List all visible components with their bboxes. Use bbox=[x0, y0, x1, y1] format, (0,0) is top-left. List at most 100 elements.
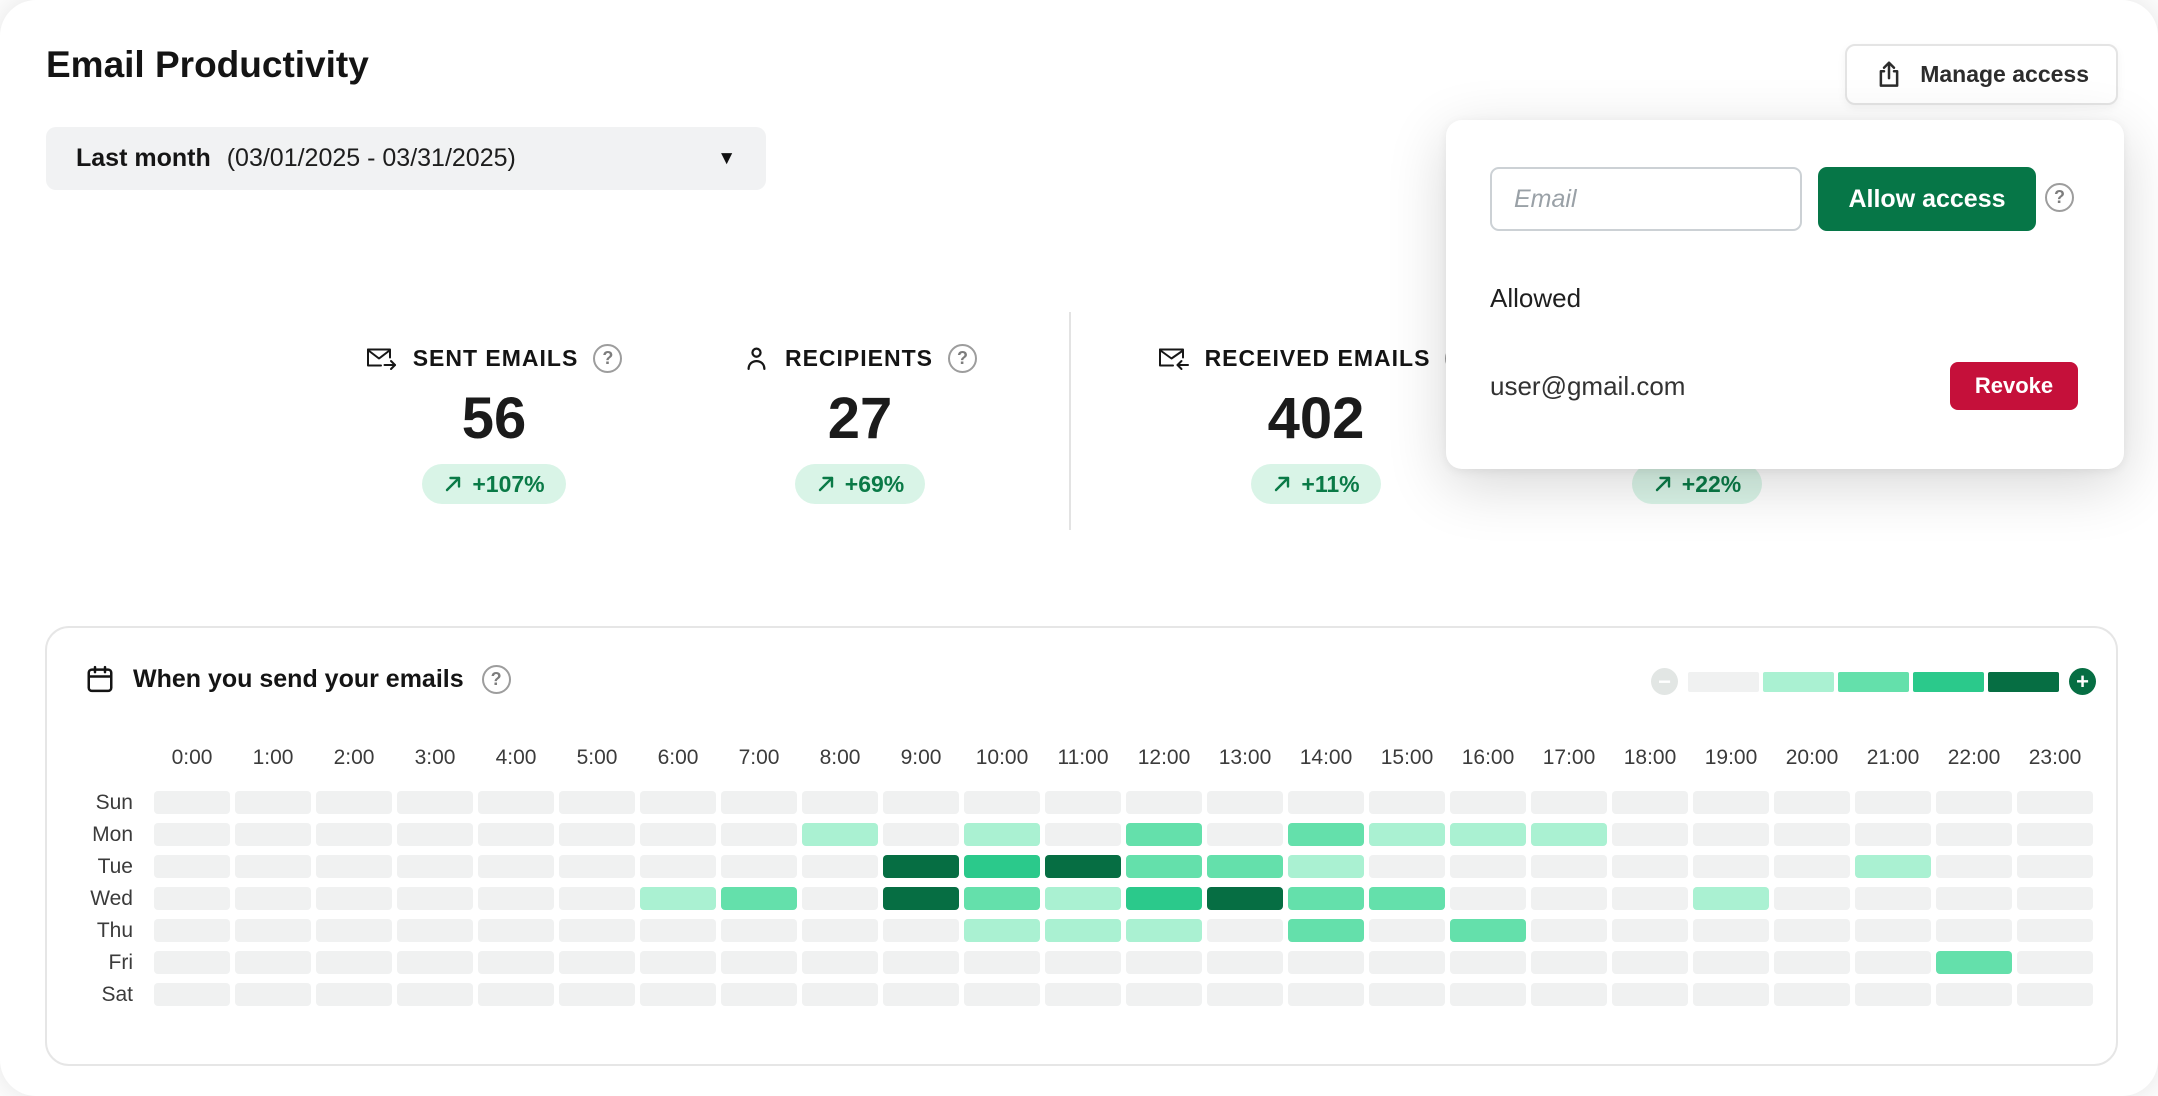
heatmap-cell[interactable] bbox=[640, 887, 716, 910]
heatmap-cell[interactable] bbox=[1369, 791, 1445, 814]
heatmap-cell[interactable] bbox=[802, 951, 878, 974]
heatmap-cell[interactable] bbox=[1126, 983, 1202, 1006]
heatmap-cell[interactable] bbox=[1693, 855, 1769, 878]
help-icon[interactable]: ? bbox=[2045, 183, 2074, 212]
heatmap-cell[interactable] bbox=[640, 791, 716, 814]
heatmap-cell[interactable] bbox=[235, 855, 311, 878]
heatmap-cell[interactable] bbox=[1288, 983, 1364, 1006]
heatmap-cell[interactable] bbox=[1450, 919, 1526, 942]
decrease-intensity-button[interactable]: − bbox=[1651, 668, 1678, 695]
heatmap-cell[interactable] bbox=[1774, 887, 1850, 910]
email-input[interactable] bbox=[1490, 167, 1802, 231]
heatmap-cell[interactable] bbox=[397, 887, 473, 910]
heatmap-cell[interactable] bbox=[2017, 919, 2093, 942]
heatmap-cell[interactable] bbox=[1126, 951, 1202, 974]
heatmap-cell[interactable] bbox=[721, 887, 797, 910]
heatmap-cell[interactable] bbox=[802, 823, 878, 846]
heatmap-cell[interactable] bbox=[1774, 823, 1850, 846]
revoke-button[interactable]: Revoke bbox=[1950, 362, 2078, 410]
heatmap-cell[interactable] bbox=[1207, 983, 1283, 1006]
heatmap-cell[interactable] bbox=[1369, 855, 1445, 878]
heatmap-cell[interactable] bbox=[1045, 791, 1121, 814]
heatmap-cell[interactable] bbox=[640, 983, 716, 1006]
heatmap-cell[interactable] bbox=[1855, 919, 1931, 942]
heatmap-cell[interactable] bbox=[1045, 951, 1121, 974]
heatmap-cell[interactable] bbox=[2017, 951, 2093, 974]
heatmap-cell[interactable] bbox=[478, 855, 554, 878]
heatmap-cell[interactable] bbox=[1045, 855, 1121, 878]
heatmap-cell[interactable] bbox=[1693, 951, 1769, 974]
heatmap-cell[interactable] bbox=[154, 855, 230, 878]
heatmap-cell[interactable] bbox=[1855, 887, 1931, 910]
heatmap-cell[interactable] bbox=[2017, 887, 2093, 910]
heatmap-cell[interactable] bbox=[1531, 823, 1607, 846]
heatmap-cell[interactable] bbox=[1855, 951, 1931, 974]
heatmap-cell[interactable] bbox=[883, 951, 959, 974]
heatmap-cell[interactable] bbox=[1207, 855, 1283, 878]
heatmap-cell[interactable] bbox=[1369, 823, 1445, 846]
heatmap-cell[interactable] bbox=[1531, 983, 1607, 1006]
heatmap-cell[interactable] bbox=[802, 983, 878, 1006]
heatmap-cell[interactable] bbox=[1936, 823, 2012, 846]
heatmap-cell[interactable] bbox=[1450, 983, 1526, 1006]
heatmap-cell[interactable] bbox=[1126, 887, 1202, 910]
heatmap-cell[interactable] bbox=[964, 951, 1040, 974]
heatmap-cell[interactable] bbox=[1288, 951, 1364, 974]
heatmap-cell[interactable] bbox=[154, 983, 230, 1006]
heatmap-cell[interactable] bbox=[1936, 951, 2012, 974]
heatmap-cell[interactable] bbox=[397, 919, 473, 942]
heatmap-cell[interactable] bbox=[1369, 887, 1445, 910]
heatmap-cell[interactable] bbox=[883, 919, 959, 942]
heatmap-cell[interactable] bbox=[1855, 983, 1931, 1006]
heatmap-cell[interactable] bbox=[1612, 983, 1688, 1006]
heatmap-cell[interactable] bbox=[1288, 823, 1364, 846]
heatmap-cell[interactable] bbox=[316, 791, 392, 814]
heatmap-cell[interactable] bbox=[2017, 791, 2093, 814]
heatmap-cell[interactable] bbox=[1693, 887, 1769, 910]
heatmap-cell[interactable] bbox=[2017, 823, 2093, 846]
increase-intensity-button[interactable]: + bbox=[2069, 668, 2096, 695]
heatmap-cell[interactable] bbox=[235, 791, 311, 814]
heatmap-cell[interactable] bbox=[559, 951, 635, 974]
heatmap-cell[interactable] bbox=[478, 887, 554, 910]
heatmap-cell[interactable] bbox=[1855, 823, 1931, 846]
heatmap-cell[interactable] bbox=[1126, 823, 1202, 846]
heatmap-cell[interactable] bbox=[478, 983, 554, 1006]
heatmap-cell[interactable] bbox=[316, 887, 392, 910]
heatmap-cell[interactable] bbox=[640, 919, 716, 942]
heatmap-cell[interactable] bbox=[721, 855, 797, 878]
heatmap-cell[interactable] bbox=[964, 887, 1040, 910]
heatmap-cell[interactable] bbox=[721, 791, 797, 814]
heatmap-cell[interactable] bbox=[1774, 791, 1850, 814]
heatmap-cell[interactable] bbox=[2017, 983, 2093, 1006]
heatmap-cell[interactable] bbox=[1531, 791, 1607, 814]
heatmap-cell[interactable] bbox=[397, 791, 473, 814]
heatmap-cell[interactable] bbox=[721, 951, 797, 974]
heatmap-cell[interactable] bbox=[316, 919, 392, 942]
date-range-dropdown[interactable]: Last month (03/01/2025 - 03/31/2025) ▼ bbox=[46, 127, 766, 190]
heatmap-cell[interactable] bbox=[1774, 983, 1850, 1006]
heatmap-cell[interactable] bbox=[1045, 919, 1121, 942]
heatmap-cell[interactable] bbox=[883, 983, 959, 1006]
heatmap-cell[interactable] bbox=[478, 951, 554, 974]
heatmap-cell[interactable] bbox=[316, 823, 392, 846]
heatmap-cell[interactable] bbox=[1288, 919, 1364, 942]
heatmap-cell[interactable] bbox=[721, 919, 797, 942]
heatmap-cell[interactable] bbox=[316, 983, 392, 1006]
heatmap-cell[interactable] bbox=[1936, 791, 2012, 814]
heatmap-cell[interactable] bbox=[1531, 951, 1607, 974]
heatmap-cell[interactable] bbox=[397, 983, 473, 1006]
heatmap-cell[interactable] bbox=[1207, 919, 1283, 942]
heatmap-cell[interactable] bbox=[1936, 855, 2012, 878]
heatmap-cell[interactable] bbox=[883, 791, 959, 814]
heatmap-cell[interactable] bbox=[1855, 791, 1931, 814]
heatmap-cell[interactable] bbox=[235, 887, 311, 910]
heatmap-cell[interactable] bbox=[559, 791, 635, 814]
heatmap-cell[interactable] bbox=[1936, 919, 2012, 942]
heatmap-cell[interactable] bbox=[1450, 791, 1526, 814]
heatmap-cell[interactable] bbox=[1045, 823, 1121, 846]
heatmap-cell[interactable] bbox=[235, 983, 311, 1006]
heatmap-cell[interactable] bbox=[1369, 983, 1445, 1006]
heatmap-cell[interactable] bbox=[235, 919, 311, 942]
heatmap-cell[interactable] bbox=[1612, 919, 1688, 942]
